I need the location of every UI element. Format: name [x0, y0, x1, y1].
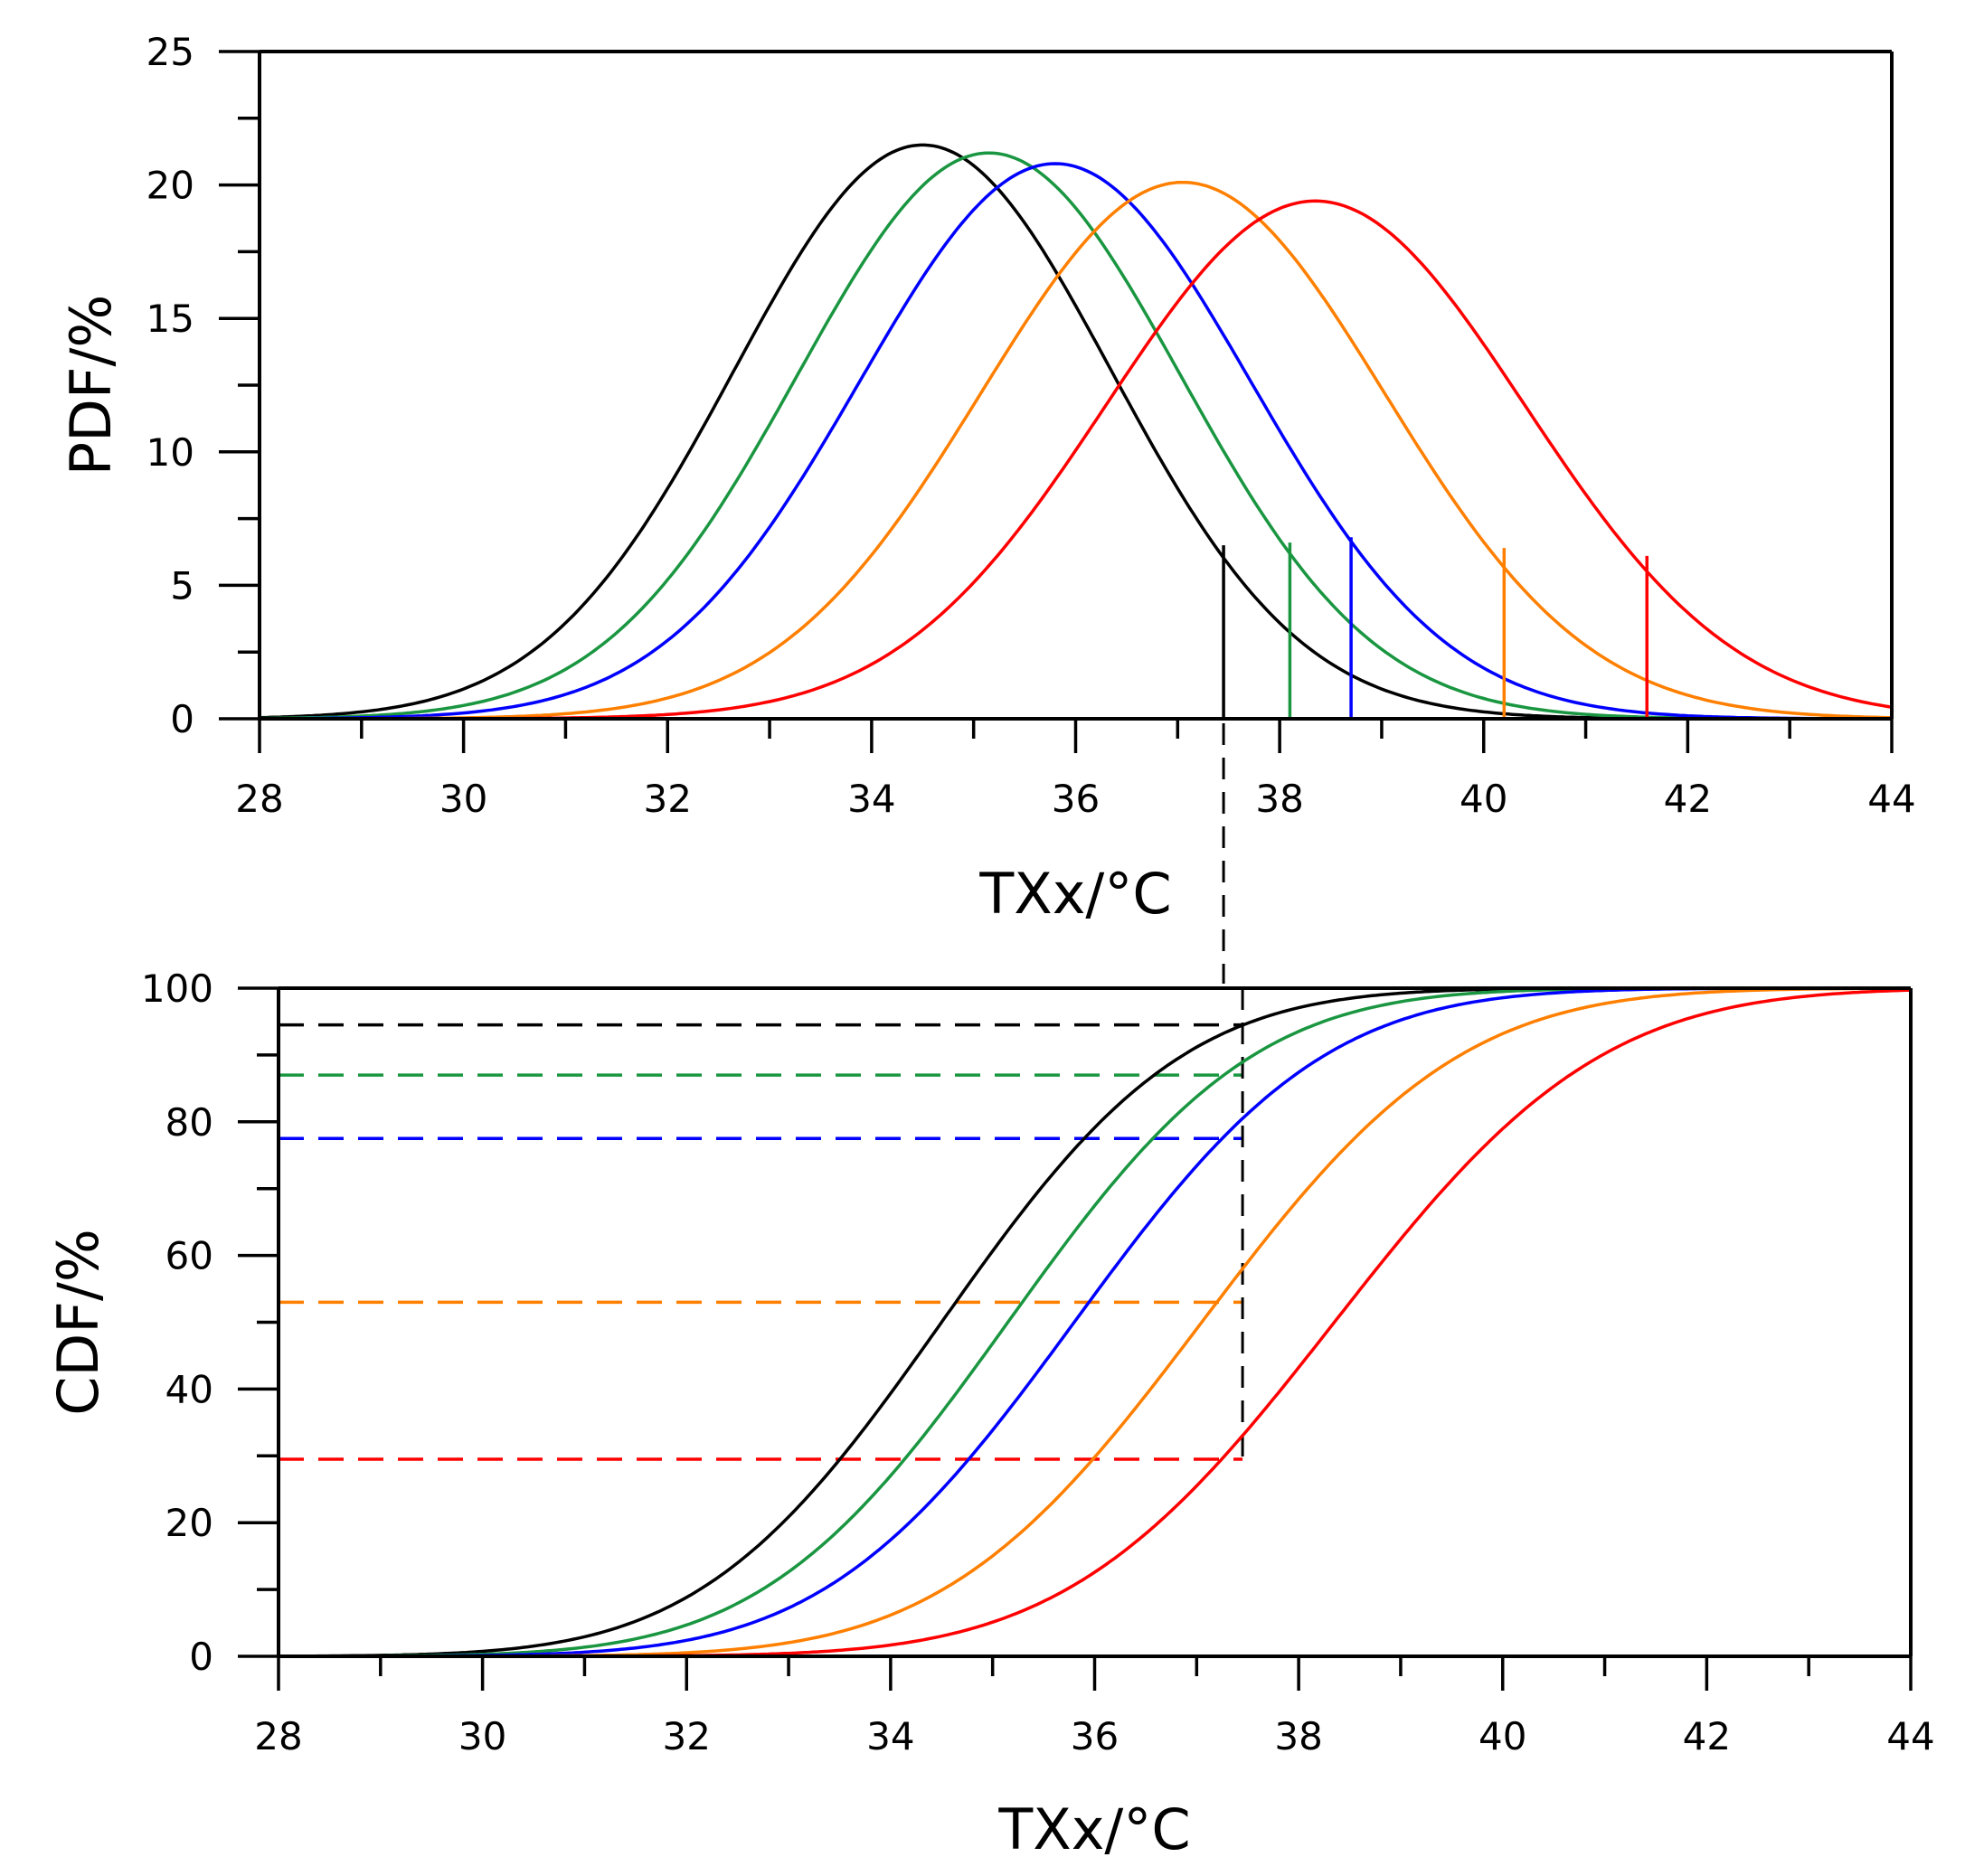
- pdf-x-tick-label: 32: [644, 777, 692, 821]
- pdf-x-tick-label: 38: [1255, 777, 1303, 821]
- pdf-x-tick-label: 42: [1664, 777, 1712, 821]
- pdf-curve-orange: [260, 180, 1892, 721]
- cdf-threshold-lines: [279, 988, 1244, 1461]
- cdf-y-tick-label: 100: [141, 966, 213, 1011]
- cdf-curve-black: [279, 986, 1911, 1658]
- pdf-x-tick-label: 28: [235, 777, 283, 821]
- cdf-x-tick-label: 32: [663, 1714, 711, 1758]
- pdf-threshold-markers: [1222, 537, 1649, 719]
- cdf-y-tick-label: 40: [165, 1367, 213, 1411]
- cdf-x-tick-label: 36: [1071, 1714, 1119, 1758]
- cdf-x-axis-title: TXx/°C: [997, 1796, 1190, 1862]
- pdf-axes: [219, 50, 1894, 753]
- cdf-curve-red: [279, 988, 1912, 1658]
- cdf-y-tick-label: 0: [189, 1635, 213, 1679]
- pdf-y-axis-title: PDF/%: [58, 295, 124, 476]
- cdf-x-tick-label: 42: [1683, 1714, 1731, 1758]
- pdf-x-tick-label: 36: [1052, 777, 1100, 821]
- pdf-curve-blue: [260, 162, 1892, 721]
- cdf-x-tick-label: 34: [866, 1714, 914, 1758]
- cdf-curve-green: [279, 986, 1911, 1658]
- cdf-y-tick-label: 60: [165, 1234, 213, 1278]
- cdf-x-tick-label: 38: [1274, 1714, 1322, 1758]
- cdf-curve-orange: [279, 986, 1911, 1658]
- pdf-y-tick-label: 5: [170, 563, 194, 608]
- cdf-y-tick-label: 20: [165, 1501, 213, 1545]
- pdf-curve-green: [260, 151, 1892, 721]
- cdf-x-tick-label: 44: [1886, 1714, 1934, 1758]
- pdf-x-axis-title: TXx/°C: [978, 861, 1171, 927]
- cdf-y-axis-title: CDF/%: [45, 1229, 111, 1416]
- cdf-x-tick-label: 40: [1478, 1714, 1526, 1758]
- pdf-x-tick-label: 44: [1867, 777, 1915, 821]
- cdf-curves: [279, 986, 1912, 1658]
- pdf-tick-labels: 28 30 32 34 36 38 40 42 44 0 5 10 15 20 25: [146, 30, 1916, 821]
- pdf-x-tick-label: 40: [1460, 777, 1507, 821]
- cdf-y-tick-label: 80: [165, 1100, 213, 1145]
- cdf-chart: 28 30 32 34 36 38 40 42 44 0 20 40 60 80 100 TXx/°C CD…: [45, 966, 1935, 1862]
- cdf-tick-labels: 28 30 32 34 36 38 40 42 44 0 20 40 60 80 100: [141, 966, 1935, 1758]
- cdf-x-tick-label: 28: [254, 1714, 302, 1758]
- cdf-curve-blue: [279, 986, 1911, 1658]
- cdf-x-tick-label: 30: [458, 1714, 506, 1758]
- pdf-y-tick-label: 0: [170, 697, 194, 741]
- pdf-y-tick-label: 15: [146, 297, 194, 341]
- pdf-y-tick-label: 10: [146, 430, 194, 475]
- pdf-chart: 28 30 32 34 36 38 40 42 44 0 5 10 15 20 25 TXx/°C PDF/…: [58, 30, 1916, 927]
- cdf-axes: [238, 986, 1913, 1691]
- pdf-x-tick-label: 30: [439, 777, 487, 821]
- pdf-x-tick-label: 34: [847, 777, 895, 821]
- pdf-y-tick-label: 20: [146, 164, 194, 208]
- pdf-y-tick-label: 25: [146, 30, 194, 74]
